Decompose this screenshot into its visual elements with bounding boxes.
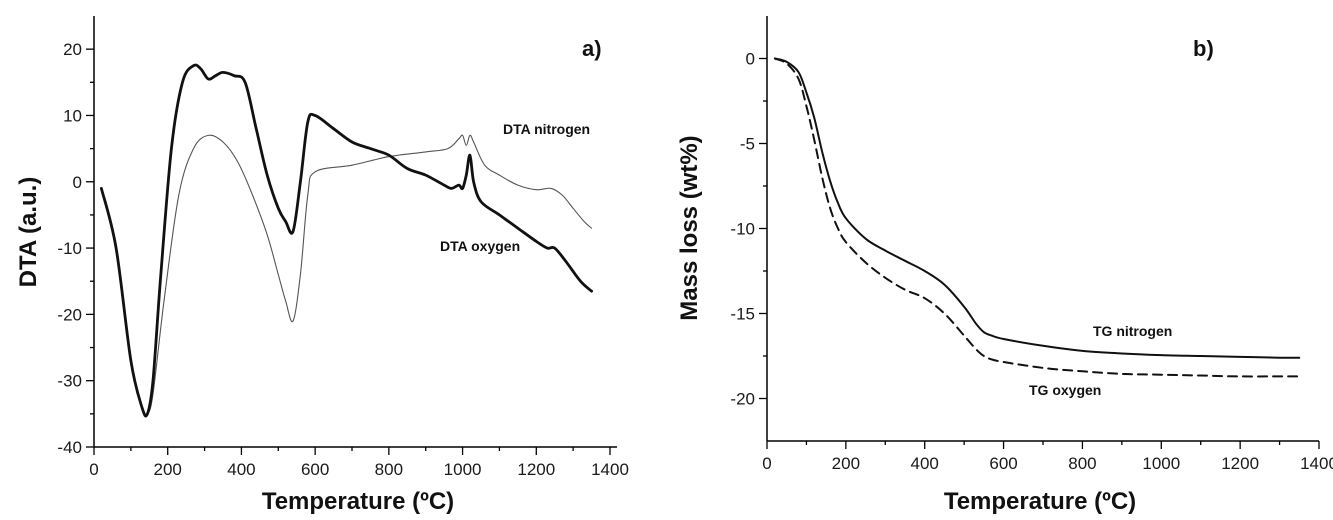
- dta-chart-panel: -40 -30 -20 -10 0 10 20 0 200 400 600 800 1000 1200 1…: [15, 16, 629, 515]
- tg-panel-label: b): [1193, 36, 1214, 61]
- tg-x-tick-label: 1000: [1142, 454, 1180, 473]
- dta-x-tick-label: 600: [301, 460, 329, 479]
- dta-x-tick-label: 1000: [444, 460, 482, 479]
- dta-panel-label: a): [582, 36, 602, 61]
- dta-x-tick-label: 0: [89, 460, 98, 479]
- dta-y-tick-label: 10: [63, 106, 82, 125]
- tg-oxygen-line: [773, 57, 1301, 378]
- tg-y-tick-label: -20: [730, 390, 755, 409]
- dta-y-axis-title: DTA (a.u.): [15, 177, 42, 288]
- dta-x-tick-label: 1400: [591, 460, 629, 479]
- dta-x-tick-label: 400: [227, 460, 255, 479]
- dta-y-tick-label: 20: [63, 40, 82, 59]
- tg-chart-panel: -20 -15 -10 -5 0 0 200 400 600 800 1000 1200 1400 b…: [676, 16, 1333, 515]
- dta-oxygen-line: [100, 63, 593, 418]
- tg-y-ticks: -20 -15 -10 -5 0: [730, 50, 767, 409]
- dta-x-axis-title: Temperature (ºC): [262, 488, 454, 515]
- dta-nitrogen-annotation: DTA nitrogen: [503, 121, 590, 137]
- dta-x-tick-label: 1200: [517, 460, 555, 479]
- dta-nitrogen-line: [100, 134, 593, 416]
- tg-x-tick-label: 0: [762, 454, 771, 473]
- dta-y-ticks: -40 -30 -20 -10 0 10 20: [57, 40, 94, 457]
- tg-x-tick-label: 600: [989, 454, 1017, 473]
- tg-nitrogen-annotation: TG nitrogen: [1093, 323, 1172, 339]
- dta-y-tick-label: -40: [57, 438, 82, 457]
- tg-y-tick-label: -15: [730, 305, 755, 324]
- tg-x-tick-label: 400: [911, 454, 939, 473]
- tg-x-tick-label: 200: [832, 454, 860, 473]
- dta-x-ticks: 0 200 400 600 800 1000 1200 1400: [89, 447, 629, 479]
- tg-y-axis-title: Mass loss (wt%): [676, 135, 703, 320]
- dta-y-tick-label: -30: [57, 372, 82, 391]
- tg-y-tick-label: -10: [730, 220, 755, 239]
- tg-x-tick-label: 1400: [1300, 454, 1333, 473]
- tg-series: [773, 57, 1301, 378]
- tg-nitrogen-line: [773, 57, 1301, 359]
- tg-x-tick-label: 800: [1068, 454, 1096, 473]
- dta-x-tick-label: 200: [154, 460, 182, 479]
- dta-y-tick-label: -10: [57, 239, 82, 258]
- tg-x-ticks: 0 200 400 600 800 1000 1200 1400: [762, 441, 1333, 473]
- tg-y-tick-label: 0: [746, 50, 755, 69]
- dta-y-tick-label: 0: [73, 173, 82, 192]
- tg-x-axis-title: Temperature (ºC): [944, 488, 1136, 515]
- dta-oxygen-annotation: DTA oxygen: [440, 238, 520, 254]
- dta-x-tick-label: 800: [375, 460, 403, 479]
- tg-y-tick-label: -5: [740, 135, 755, 154]
- dta-series: [100, 63, 593, 418]
- tg-oxygen-annotation: TG oxygen: [1029, 382, 1101, 398]
- dta-y-tick-label: -20: [57, 305, 82, 324]
- tg-x-tick-label: 1200: [1221, 454, 1259, 473]
